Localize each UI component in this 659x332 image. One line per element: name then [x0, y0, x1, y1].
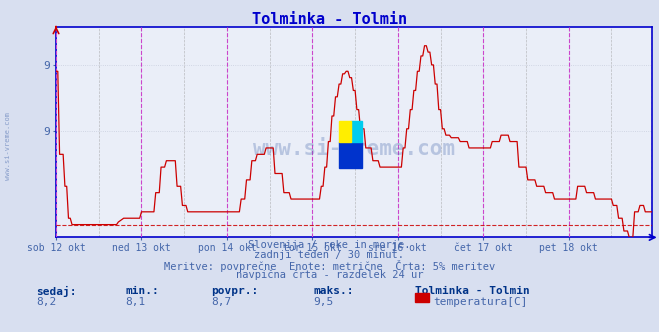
Text: temperatura[C]: temperatura[C]: [433, 297, 527, 307]
Text: povpr.:: povpr.:: [211, 286, 258, 295]
Text: Meritve: povprečne  Enote: metrične  Črta: 5% meritev: Meritve: povprečne Enote: metrične Črta:…: [164, 260, 495, 272]
Text: zadnji teden / 30 minut.: zadnji teden / 30 minut.: [254, 250, 405, 260]
Bar: [351, 122, 362, 142]
Text: 9,5: 9,5: [313, 297, 333, 307]
Text: navpična črta - razdelek 24 ur: navpična črta - razdelek 24 ur: [236, 270, 423, 280]
Text: min.:: min.:: [125, 286, 159, 295]
Text: Tolminka - Tolmin: Tolminka - Tolmin: [252, 12, 407, 27]
Text: www.si-vreme.com: www.si-vreme.com: [253, 139, 455, 159]
Text: sedaj:: sedaj:: [36, 286, 76, 296]
Text: 8,2: 8,2: [36, 297, 57, 307]
Text: www.si-vreme.com: www.si-vreme.com: [5, 112, 11, 180]
Bar: [339, 142, 362, 168]
Text: 8,7: 8,7: [211, 297, 231, 307]
Bar: [339, 122, 351, 142]
Text: Tolminka - Tolmin: Tolminka - Tolmin: [415, 286, 530, 295]
Text: maks.:: maks.:: [313, 286, 353, 295]
Text: 8,1: 8,1: [125, 297, 146, 307]
Text: Slovenija / reke in morje.: Slovenija / reke in morje.: [248, 240, 411, 250]
